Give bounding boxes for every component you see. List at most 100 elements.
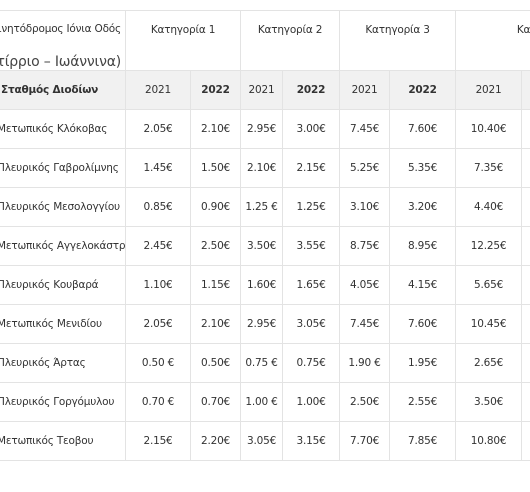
price-cell: 7.60€	[389, 304, 457, 344]
table-row: Πλευρικός Μεσολογγίου 0.85€ 0.90€ 1.25 €…	[0, 187, 530, 227]
price-cell: 8.95€	[389, 226, 457, 266]
price-cell: 0.75 €	[240, 343, 284, 383]
price-cell: 3.00€	[282, 109, 341, 149]
price-cell	[521, 343, 530, 383]
price-cell: 1.10€	[125, 265, 191, 305]
price-cell: 1.00€	[282, 382, 341, 422]
price-cell: 2.05€	[125, 304, 191, 344]
price-cell: 2.15€	[125, 421, 191, 461]
price-cell: 1.25€	[282, 187, 341, 227]
table-row: Μετωπικός Μενιδίου 2.05€ 2.10€ 2.95€ 3.0…	[0, 304, 530, 344]
price-cell: 0.70€	[189, 382, 242, 422]
year-header: 2021	[125, 70, 191, 110]
price-cell: 1.60€	[240, 265, 284, 305]
price-cell: 3.20€	[389, 187, 457, 227]
table-title-cell: Αυτοκινητόδρομος Ιόνια Οδός (Αντίρριο – …	[0, 10, 126, 71]
price-cell: 10.45€	[455, 304, 523, 344]
price-cell: 2.65€	[455, 343, 523, 383]
price-cell: 2.95€	[240, 109, 284, 149]
price-cell: 0.50 €	[125, 343, 191, 383]
price-cell: 2.10€	[189, 304, 242, 344]
price-cell	[521, 226, 530, 266]
year-header: 2021	[339, 70, 391, 110]
category-2-header: Κατηγορία 2	[240, 10, 341, 71]
price-cell: 2.45€	[125, 226, 191, 266]
price-cell: 2.20€	[189, 421, 242, 461]
price-cell: 1.65€	[282, 265, 341, 305]
price-cell: 5.35€	[389, 148, 457, 188]
price-cell	[521, 187, 530, 227]
price-cell: 12.25€	[455, 226, 523, 266]
price-cell: 1.95€	[389, 343, 457, 383]
price-cell: 10.40€	[455, 109, 523, 149]
price-cell: 7.45€	[339, 304, 391, 344]
price-cell: 3.50€	[240, 226, 284, 266]
station-name: Πλευρικός Άρτας	[0, 343, 126, 383]
price-cell: 4.05€	[339, 265, 391, 305]
price-cell: 2.05€	[125, 109, 191, 149]
price-cell: 10.80€	[455, 421, 523, 461]
station-name: Μετωπικός Μενιδίου	[0, 304, 126, 344]
price-cell	[521, 382, 530, 422]
price-cell: 0.75€	[282, 343, 341, 383]
price-cell: 5.25€	[339, 148, 391, 188]
price-cell: 7.85€	[389, 421, 457, 461]
price-cell: 2.50€	[339, 382, 391, 422]
table-title: Αυτοκινητόδρομος Ιόνια Οδός	[0, 23, 121, 35]
price-cell: 4.40€	[455, 187, 523, 227]
price-cell: 0.50€	[189, 343, 242, 383]
price-cell: 0.70 €	[125, 382, 191, 422]
station-name: Πλευρικός Γοργόμυλου	[0, 382, 126, 422]
category-1-header: Κατηγορία 1	[124, 10, 242, 71]
table-row: Πλευρικός Άρτας 0.50 € 0.50€ 0.75 € 0.75…	[0, 343, 530, 383]
table-row: Πλευρικός Γοργόμυλου 0.70 € 0.70€ 1.00 €…	[0, 382, 530, 422]
price-cell: 1.15€	[189, 265, 242, 305]
price-cell: 3.05€	[282, 304, 341, 344]
price-cell: 3.10€	[339, 187, 391, 227]
category-3-header: Κατηγορία 3	[339, 10, 457, 71]
price-cell: 3.05€	[240, 421, 284, 461]
price-cell: 1.25 €	[240, 187, 284, 227]
category-4-header: Κατηγορία 4	[455, 10, 530, 71]
price-cell: 2.55€	[389, 382, 457, 422]
table-row: Πλευρικός Κουβαρά 1.10€ 1.15€ 1.60€ 1.65…	[0, 265, 530, 305]
price-cell: 2.15€	[282, 148, 341, 188]
price-cell: 0.85€	[125, 187, 191, 227]
price-cell	[521, 109, 530, 149]
year-header: 2022	[521, 70, 530, 110]
price-cell: 7.35€	[455, 148, 523, 188]
year-header: 2021	[455, 70, 523, 110]
station-name: Μετωπικός Αγγελοκάστρου	[0, 226, 126, 266]
year-header: 2022	[389, 70, 457, 110]
station-name: Πλευρικός Κουβαρά	[0, 265, 126, 305]
table-row: Μετωπικός Τεοβου 2.15€ 2.20€ 3.05€ 3.15€…	[0, 421, 530, 461]
price-cell: 3.50€	[455, 382, 523, 422]
year-header: 2022	[189, 70, 242, 110]
station-name: Πλευρικός Γαβρολίμνης	[0, 148, 126, 188]
price-cell	[521, 265, 530, 305]
price-cell: 7.45€	[339, 109, 391, 149]
table-subtitle: (Αντίρριο – Ιωάννινα)	[0, 54, 121, 70]
price-cell: 3.55€	[282, 226, 341, 266]
year-header: 2021	[240, 70, 284, 110]
station-column-header: Σταθμός Διοδίων	[0, 70, 126, 110]
price-cell: 4.15€	[389, 265, 457, 305]
price-cell: 1.50€	[189, 148, 242, 188]
price-cell: 0.90€	[189, 187, 242, 227]
price-cell: 1.90 €	[339, 343, 391, 383]
table-row: Μετωπικός Αγγελοκάστρου 2.45€ 2.50€ 3.50…	[0, 226, 530, 266]
station-name: Μετωπικός Τεοβου	[0, 421, 126, 461]
price-cell	[521, 148, 530, 188]
year-header: 2022	[282, 70, 341, 110]
price-cell: 5.65€	[455, 265, 523, 305]
price-cell: 2.50€	[189, 226, 242, 266]
station-name: Πλευρικός Μεσολογγίου	[0, 187, 126, 227]
table-row: Μετωπικός Κλόκοβας 2.05€ 2.10€ 2.95€ 3.0…	[0, 109, 530, 149]
price-cell: 7.60€	[389, 109, 457, 149]
toll-table: Αυτοκινητόδρομος Ιόνια Οδός (Αντίρριο – …	[0, 10, 530, 461]
price-cell: 2.95€	[240, 304, 284, 344]
station-name: Μετωπικός Κλόκοβας	[0, 109, 126, 149]
price-cell: 8.75€	[339, 226, 391, 266]
price-cell: 1.00 €	[240, 382, 284, 422]
price-cell	[521, 304, 530, 344]
